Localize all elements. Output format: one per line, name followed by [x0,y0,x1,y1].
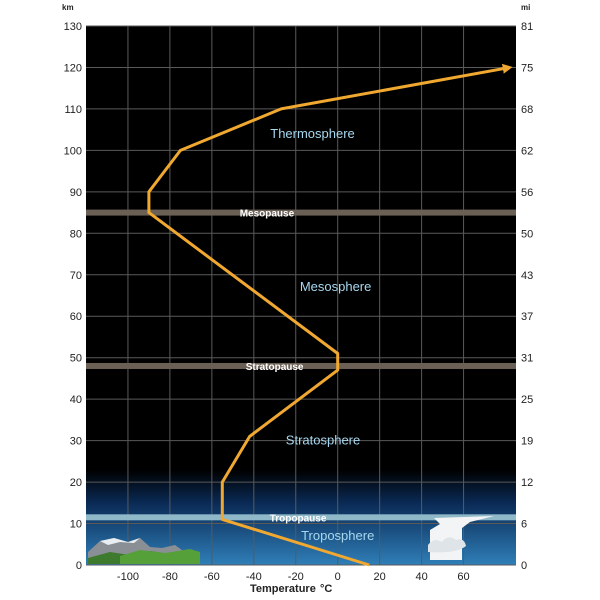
y-right-tick-label: 25 [521,394,533,406]
y-right-tick-label: 81 [521,21,533,33]
y-right-tick-label: 37 [521,311,533,323]
x-tick-label: 20 [374,571,386,583]
pause-line [86,514,516,521]
y-left-tick-label: 10 [70,519,82,531]
y-right-tick-label: 56 [521,187,533,199]
y-left-tick-label: 0 [76,560,82,572]
y-left-tick-label: 40 [70,394,82,406]
y-right-tick-label: 31 [521,353,533,365]
pause-lines [86,209,516,521]
x-axis-label: Temperature [250,583,316,595]
y-right-unit: mi [521,3,530,12]
layer-label: Troposphere [301,528,374,543]
y-right-tick-label: 50 [521,228,533,240]
y-left-tick-label: 60 [70,311,82,323]
y-right-tick-label: 0 [521,560,527,572]
y-right-tick-label: 62 [521,145,533,157]
pause-label: Mesopause [240,209,295,220]
pause-label: Tropopause [270,513,327,524]
x-tick-label: 60 [457,571,469,583]
y-left-tick-label: 30 [70,436,82,448]
y-right-tick-label: 75 [521,62,533,74]
y-left-tick-label: 70 [70,270,82,282]
y-left-tick-label: 80 [70,228,82,240]
x-tick-label: 40 [415,571,427,583]
ground-scenery-icon [88,538,200,564]
x-tick-label: 0 [335,571,341,583]
layer-label: Thermosphere [270,126,355,141]
layer-labels: Troposphere Stratosphere Mesosphere Thermos… [240,126,375,543]
y-right-tick-label: 12 [521,477,533,489]
y-right-tick-label: 43 [521,270,533,282]
y-left-tick-label: 100 [64,145,82,157]
axis-ticks: 0 10 20 30 40 50 60 70 80 90 100 110 120 130 0 6 12 19 25 3… [64,21,534,583]
y-right-tick-label: 19 [521,436,533,448]
x-tick-label: -80 [162,571,178,583]
pause-line [86,209,516,216]
grid-lines [86,25,516,566]
y-right-tick-label: 6 [521,519,527,531]
temperature-curve [147,63,513,567]
pause-line [86,362,516,369]
storm-cloud-icon [428,516,494,560]
y-left-tick-label: 90 [70,187,82,199]
y-left-tick-label: 130 [64,21,82,33]
x-axis-unit: °C [320,583,332,595]
y-left-unit: km [62,3,74,12]
x-tick-label: -40 [246,571,262,583]
y-left-tick-label: 120 [64,62,82,74]
y-left-tick-label: 20 [70,477,82,489]
y-right-tick-label: 68 [521,104,533,116]
pause-label: Stratopause [246,362,304,373]
x-tick-label: -60 [204,571,220,583]
x-tick-label: -100 [117,571,139,583]
y-left-tick-label: 50 [70,353,82,365]
layer-label: Mesosphere [300,279,372,294]
x-tick-label: -20 [288,571,304,583]
y-left-tick-label: 110 [64,104,82,116]
layer-label: Stratosphere [286,433,360,448]
